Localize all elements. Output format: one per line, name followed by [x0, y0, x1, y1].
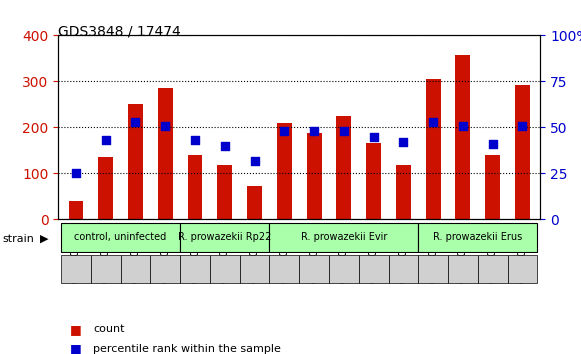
- Point: [369, 134, 378, 139]
- Bar: [277, 123, 292, 219]
- Text: GDS3848 / 17474: GDS3848 / 17474: [58, 25, 181, 39]
- FancyBboxPatch shape: [210, 255, 240, 283]
- Bar: [336, 116, 352, 219]
- FancyBboxPatch shape: [270, 255, 299, 283]
- Text: ■: ■: [70, 342, 81, 354]
- Point: [250, 158, 259, 164]
- FancyBboxPatch shape: [329, 255, 358, 283]
- Point: [518, 123, 527, 129]
- Bar: [307, 133, 321, 219]
- Point: [101, 137, 110, 143]
- Bar: [188, 155, 202, 219]
- FancyBboxPatch shape: [478, 255, 508, 283]
- Bar: [247, 186, 262, 219]
- Point: [488, 141, 497, 147]
- FancyBboxPatch shape: [180, 223, 270, 251]
- Text: R. prowazekii Erus: R. prowazekii Erus: [433, 232, 522, 242]
- FancyBboxPatch shape: [61, 255, 91, 283]
- Point: [220, 143, 229, 149]
- Point: [279, 128, 289, 134]
- Text: strain: strain: [3, 234, 35, 244]
- FancyBboxPatch shape: [299, 255, 329, 283]
- Point: [339, 128, 349, 134]
- FancyBboxPatch shape: [180, 255, 210, 283]
- FancyBboxPatch shape: [240, 255, 270, 283]
- FancyBboxPatch shape: [389, 255, 418, 283]
- Bar: [98, 157, 113, 219]
- Bar: [366, 143, 381, 219]
- FancyBboxPatch shape: [61, 223, 180, 251]
- Text: control, uninfected: control, uninfected: [74, 232, 167, 242]
- Point: [429, 119, 438, 125]
- Bar: [217, 165, 232, 219]
- Bar: [69, 201, 84, 219]
- FancyBboxPatch shape: [358, 255, 389, 283]
- FancyBboxPatch shape: [91, 255, 121, 283]
- Text: R. prowazekii Evir: R. prowazekii Evir: [301, 232, 387, 242]
- Bar: [128, 104, 143, 219]
- Point: [191, 137, 200, 143]
- Text: ▶: ▶: [40, 234, 48, 244]
- Point: [458, 123, 468, 129]
- Bar: [396, 165, 411, 219]
- Bar: [158, 88, 173, 219]
- Bar: [426, 79, 440, 219]
- Point: [131, 119, 140, 125]
- FancyBboxPatch shape: [121, 255, 150, 283]
- Point: [160, 123, 170, 129]
- FancyBboxPatch shape: [418, 223, 537, 251]
- Text: percentile rank within the sample: percentile rank within the sample: [93, 344, 281, 354]
- Text: R. prowazekii Rp22: R. prowazekii Rp22: [178, 232, 271, 242]
- Point: [71, 171, 81, 176]
- FancyBboxPatch shape: [448, 255, 478, 283]
- Bar: [456, 55, 471, 219]
- Text: ■: ■: [70, 323, 81, 336]
- Point: [310, 128, 319, 134]
- Point: [399, 139, 408, 145]
- FancyBboxPatch shape: [508, 255, 537, 283]
- Text: count: count: [93, 324, 124, 334]
- FancyBboxPatch shape: [270, 223, 418, 251]
- Bar: [515, 85, 530, 219]
- FancyBboxPatch shape: [418, 255, 448, 283]
- FancyBboxPatch shape: [150, 255, 180, 283]
- Bar: [485, 155, 500, 219]
